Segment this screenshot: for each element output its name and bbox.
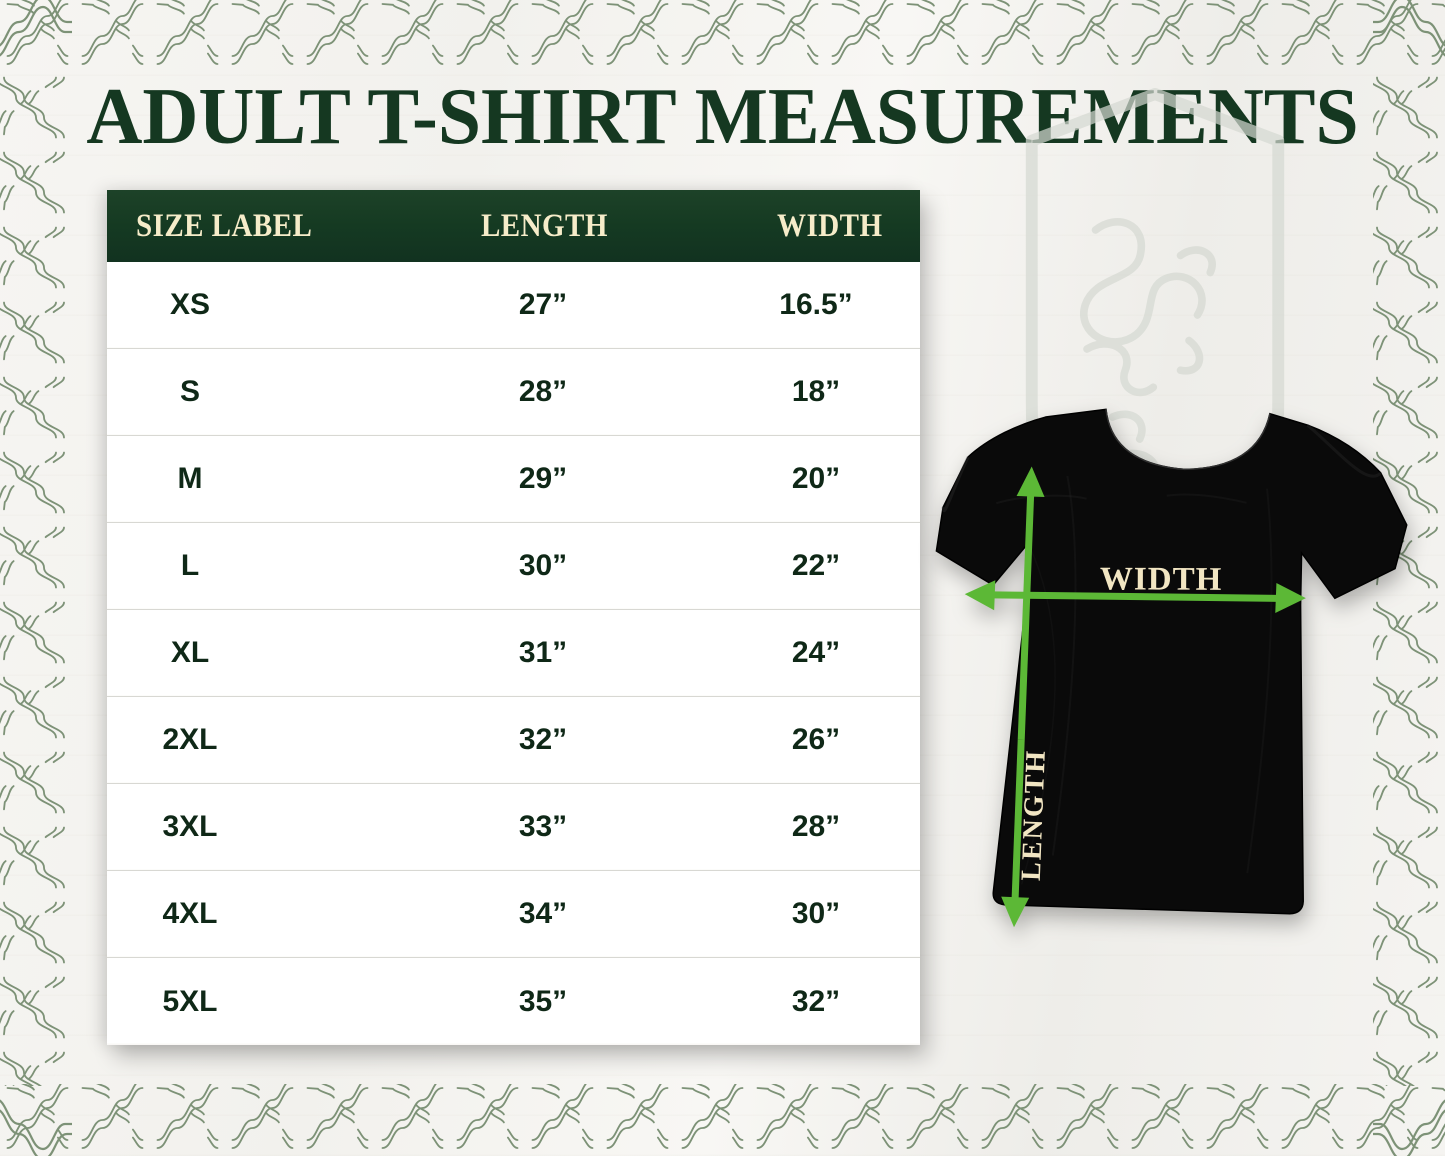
svg-text:WIDTH: WIDTH: [1100, 561, 1222, 597]
svg-text:LENGTH: LENGTH: [1016, 748, 1052, 881]
